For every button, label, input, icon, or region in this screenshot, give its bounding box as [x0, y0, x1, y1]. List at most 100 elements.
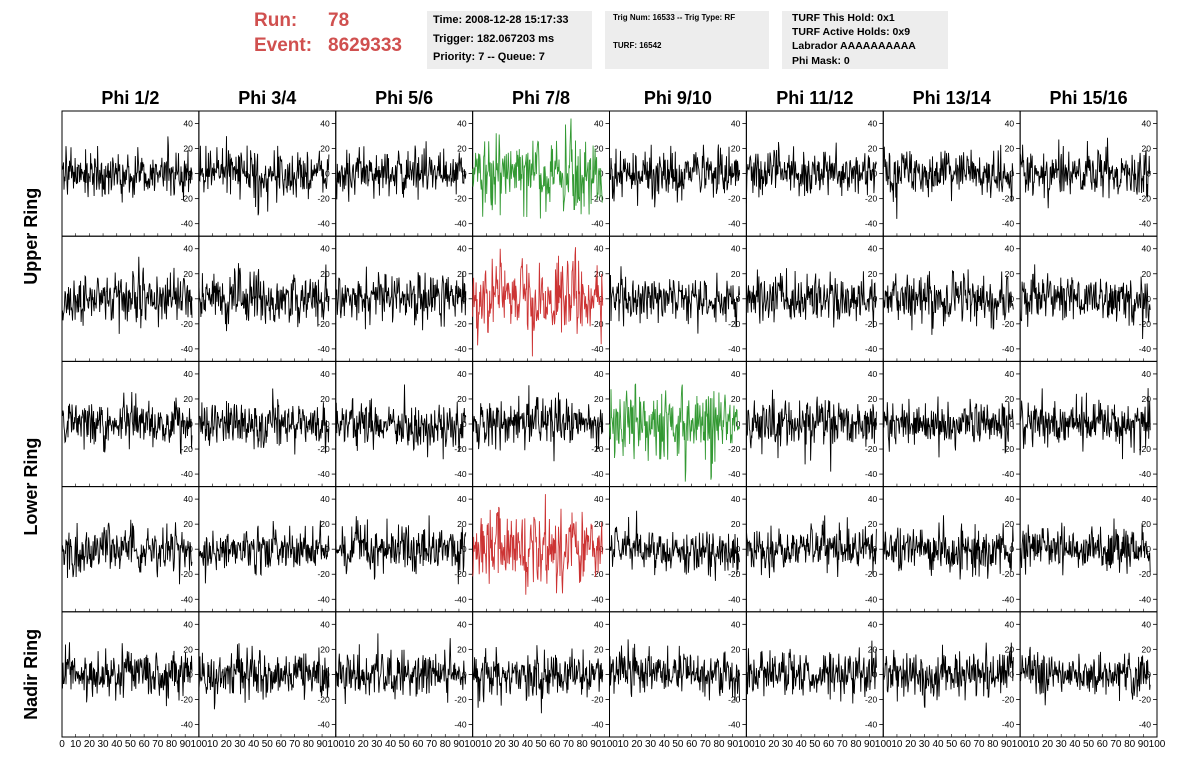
y-tick-label: -20 — [1002, 694, 1015, 704]
column-title: Phi 13/14 — [913, 88, 991, 108]
y-tick-label: 40 — [594, 244, 604, 254]
y-tick-label: 20 — [320, 644, 330, 654]
y-tick-label: -40 — [728, 469, 741, 479]
y-tick-label: -20 — [591, 319, 604, 329]
time-info-box: Time: 2008-12-28 15:17:33 Trigger: 182.0… — [427, 11, 592, 69]
x-tick-label: 60 — [139, 739, 151, 750]
x-tick-label: 100 — [464, 739, 481, 750]
y-tick-label: -20 — [454, 694, 467, 704]
x-tick-label: 70 — [700, 739, 712, 750]
y-tick-label: -40 — [181, 219, 194, 229]
y-tick-label: -40 — [1002, 344, 1015, 354]
column-title: Phi 5/6 — [375, 88, 433, 108]
turf-text: TURF: 16542 — [613, 41, 662, 50]
waveform-trace — [61, 391, 193, 455]
x-tick-label: 30 — [371, 739, 383, 750]
y-tick-label: -20 — [728, 444, 741, 454]
y-tick-label: 40 — [183, 119, 193, 129]
priority-text: Priority: 7 -- Queue: 7 — [433, 51, 545, 63]
x-tick-label: 20 — [1042, 739, 1054, 750]
y-tick-label: -20 — [317, 569, 330, 579]
x-tick-label: 80 — [166, 739, 178, 750]
y-tick-label: 40 — [1005, 244, 1015, 254]
x-tick-label: 70 — [152, 739, 164, 750]
y-tick-label: 20 — [731, 644, 741, 654]
y-tick-label: -20 — [1139, 444, 1152, 454]
y-tick-label: 20 — [594, 644, 604, 654]
waveform-trace — [1019, 264, 1151, 340]
y-tick-label: -20 — [181, 569, 194, 579]
y-tick-label: 20 — [320, 144, 330, 154]
y-tick-label: 40 — [731, 119, 741, 129]
y-tick-label: -40 — [1139, 719, 1152, 729]
y-tick-label: 20 — [731, 519, 741, 529]
waveform-trace — [745, 515, 877, 579]
y-tick-label: 0 — [462, 419, 467, 429]
waveform-trace — [745, 141, 877, 204]
y-tick-label: -20 — [1139, 694, 1152, 704]
y-tick-label: 40 — [868, 244, 878, 254]
x-tick-label: 40 — [659, 739, 671, 750]
y-tick-label: 20 — [594, 269, 604, 279]
y-tick-label: 0 — [325, 669, 330, 679]
x-tick-label: 50 — [399, 739, 411, 750]
x-tick-label: 80 — [303, 739, 315, 750]
y-tick-label: 40 — [457, 244, 467, 254]
y-tick-label: -20 — [865, 569, 878, 579]
y-tick-label: 20 — [594, 394, 604, 404]
y-tick-label: 20 — [183, 144, 193, 154]
y-tick-label: -20 — [728, 694, 741, 704]
y-tick-label: 20 — [1142, 144, 1152, 154]
x-tick-label: 60 — [823, 739, 835, 750]
y-tick-label: -40 — [1139, 469, 1152, 479]
x-tick-label: 30 — [234, 739, 246, 750]
run-label: Run: — [254, 10, 298, 31]
y-tick-label: -20 — [1139, 194, 1152, 204]
x-tick-label: 40 — [522, 739, 534, 750]
waveform-trace — [882, 515, 1014, 580]
y-tick-label: -20 — [865, 444, 878, 454]
y-tick-label: -20 — [728, 194, 741, 204]
x-tick-label: 40 — [111, 739, 123, 750]
y-tick-label: 20 — [183, 519, 193, 529]
event-label: Event: — [254, 35, 313, 56]
waveform-trace — [609, 639, 740, 702]
y-tick-label: 40 — [868, 494, 878, 504]
y-tick-label: -20 — [1139, 319, 1152, 329]
y-tick-label: 20 — [1005, 269, 1015, 279]
y-tick-label: -40 — [454, 219, 467, 229]
x-tick-label: 80 — [850, 739, 862, 750]
y-tick-label: -40 — [728, 344, 741, 354]
y-tick-label: 20 — [183, 394, 193, 404]
y-tick-label: -20 — [181, 319, 194, 329]
x-tick-label: 60 — [275, 739, 287, 750]
x-tick-label: 50 — [946, 739, 958, 750]
y-tick-label: -20 — [317, 319, 330, 329]
y-tick-label: 40 — [1142, 119, 1152, 129]
x-tick-label: 100 — [191, 739, 208, 750]
waveform-trace — [198, 520, 330, 584]
y-tick-label: 40 — [320, 494, 330, 504]
y-tick-label: 0 — [736, 419, 741, 429]
y-tick-label: 20 — [1142, 394, 1152, 404]
x-tick-label: 60 — [1097, 739, 1109, 750]
waveform-trace — [61, 136, 193, 203]
y-tick-label: 0 — [1146, 294, 1151, 304]
y-tick-label: -40 — [1139, 219, 1152, 229]
waveform-trace — [882, 144, 1014, 219]
waveform-trace — [61, 256, 193, 334]
y-tick-label: -20 — [728, 569, 741, 579]
x-tick-label: 40 — [385, 739, 397, 750]
waveform-trace — [472, 385, 604, 462]
x-tick-label: 70 — [289, 739, 301, 750]
waveform-trace — [472, 247, 604, 357]
y-tick-label: -40 — [1139, 344, 1152, 354]
ring-label: Lower Ring — [21, 438, 41, 536]
column-title: Phi 9/10 — [644, 88, 712, 108]
x-tick-label: 50 — [672, 739, 684, 750]
x-tick-label: 50 — [262, 739, 274, 750]
waveform-trace — [882, 396, 1014, 458]
x-tick-label: 70 — [974, 739, 986, 750]
x-tick-label: 50 — [1083, 739, 1095, 750]
y-tick-label: 20 — [594, 519, 604, 529]
